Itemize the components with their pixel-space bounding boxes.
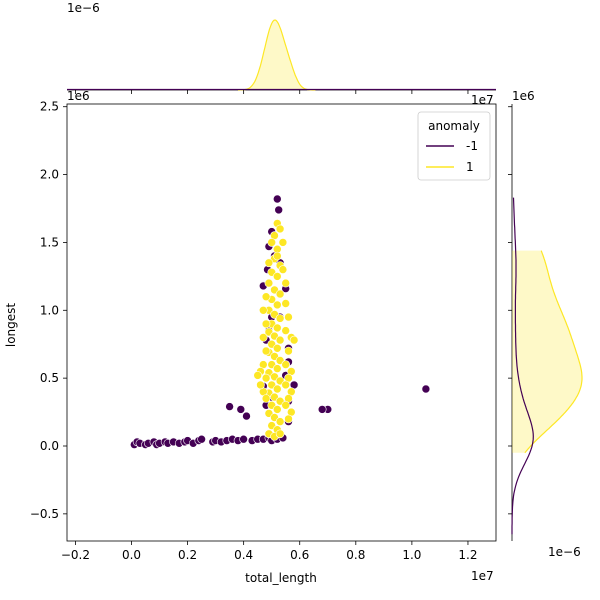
scatter-point-series-neg1 (421, 384, 431, 394)
scatter-point-series-1 (275, 429, 285, 439)
scatter-point-series-1 (278, 238, 288, 247)
scatter-point-series-1 (272, 251, 282, 261)
x-tick-label: 0.8 (346, 548, 365, 562)
plot-frame (66, 103, 497, 542)
legend-label-neg1: -1 (466, 139, 478, 153)
scatter-point-series-neg1 (197, 434, 206, 444)
scatter-point-series-1 (272, 272, 282, 281)
scatter-point-series-1 (261, 346, 271, 356)
x-tick-label: 1.2 (458, 548, 477, 562)
scatter-point-series-1 (275, 224, 285, 234)
y-tick-label: 0.5 (40, 371, 59, 385)
scatter-point-series-1 (281, 326, 291, 335)
scatter-point-series-1 (272, 343, 282, 353)
y-tick-label: 1.0 (40, 303, 59, 317)
scatter-point-series-1 (281, 278, 291, 288)
scatter-point-series-1 (275, 335, 285, 345)
y-axis-label: longest (4, 303, 18, 348)
scatter-point-series-1 (275, 417, 285, 426)
scatter-point-series-1 (272, 384, 282, 394)
right-marginal-plot: 1e6 1e−6 (508, 89, 583, 559)
points-layer (130, 194, 431, 449)
scatter-point-series-1 (275, 289, 285, 299)
scatter-point-series-1 (275, 314, 285, 323)
scatter-point-series-1 (253, 371, 263, 380)
scatter-point-series-neg1 (274, 205, 284, 215)
scatter-point-series-1 (281, 380, 291, 390)
scatter-point-series-1 (281, 400, 291, 410)
y-tick-label: 2.5 (40, 100, 59, 114)
legend-label-1: 1 (466, 160, 474, 174)
scatter-point-series-1 (272, 405, 282, 414)
scatter-point-series-1 (261, 319, 271, 329)
scatter-point-series-neg1 (317, 405, 327, 414)
scatter-point-series-1 (261, 292, 271, 302)
scatter-point-series-1 (256, 380, 265, 390)
right-kde-fill-series-1 (512, 250, 582, 453)
right-marginal-offset-label-bottom: 1e−6 (548, 545, 581, 559)
right-kde-line-series-1 (524, 250, 583, 454)
scatter-point-series-1 (261, 394, 271, 403)
x-tick-label: 1.0 (402, 548, 421, 562)
right-marginal-offset-label-top: 1e6 (512, 89, 535, 103)
x-axis-ticks: −0.2 0.0 0.2 0.4 0.6 0.8 1.0 1.2 (61, 541, 478, 562)
x-tick-label: 0.6 (290, 548, 309, 562)
scatter-point-series-1 (272, 364, 282, 373)
x-offset-label-top: 1e7 (471, 93, 494, 107)
scatter-point-series-1 (278, 265, 288, 274)
scatter-point-series-1 (272, 323, 282, 333)
x-tick-label: 0.2 (178, 548, 197, 562)
scatter-point-series-1 (264, 258, 274, 268)
y-tick-label: 0.0 (40, 439, 59, 453)
scatter-point-series-1 (284, 312, 293, 322)
legend: anomaly -1 1 (417, 111, 491, 181)
scatter-point-series-neg1 (225, 402, 234, 411)
y-offset-label: 1e6 (67, 89, 90, 103)
scatter-point-series-neg1 (242, 411, 251, 421)
y-tick-label: −0.5 (30, 507, 59, 521)
scatter-point-series-1 (264, 278, 274, 288)
scatter-point-series-neg1 (236, 405, 246, 414)
y-axis-ticks: −0.5 0.0 0.5 1.0 1.5 2.0 2.5 (30, 100, 67, 521)
x-axis-label: total_length (245, 571, 317, 585)
top-marginal-plot: 1e−6 (67, 1, 496, 94)
scatter-point-series-1 (272, 300, 282, 310)
y-tick-label: 2.0 (40, 168, 59, 182)
scatter-point-series-neg1 (272, 194, 282, 204)
scatter-point-series-1 (284, 414, 293, 424)
main-scatter-plot: −0.2 0.0 0.2 0.4 0.6 0.8 1.0 1.2 −0.5 0.0 0.5 1.0 1… (4, 89, 497, 585)
scatter-point-series-1 (284, 346, 293, 356)
top-marginal-offset-label: 1e−6 (67, 1, 100, 15)
scatter-point-series-1 (261, 373, 271, 383)
right-kde-line-series-neg1 (511, 197, 534, 535)
scatter-point-series-1 (258, 333, 268, 342)
scatter-point-series-1 (289, 335, 299, 345)
scatter-point-series-1 (281, 299, 291, 308)
scatter-point-series-1 (267, 238, 277, 247)
x-tick-label: −0.2 (61, 548, 90, 562)
x-offset-label: 1e7 (471, 569, 494, 583)
legend-title: anomaly (428, 119, 480, 133)
top-kde-line-series-1 (238, 19, 316, 91)
top-kde-fill-series-1 (238, 20, 316, 90)
y-tick-label: 1.5 (40, 235, 59, 249)
x-tick-label: 0.4 (234, 548, 253, 562)
x-tick-label: 0.0 (122, 548, 141, 562)
scatter-point-series-1 (281, 360, 291, 369)
scatter-point-series-neg1 (239, 434, 248, 444)
scatter-point-series-1 (258, 305, 268, 315)
